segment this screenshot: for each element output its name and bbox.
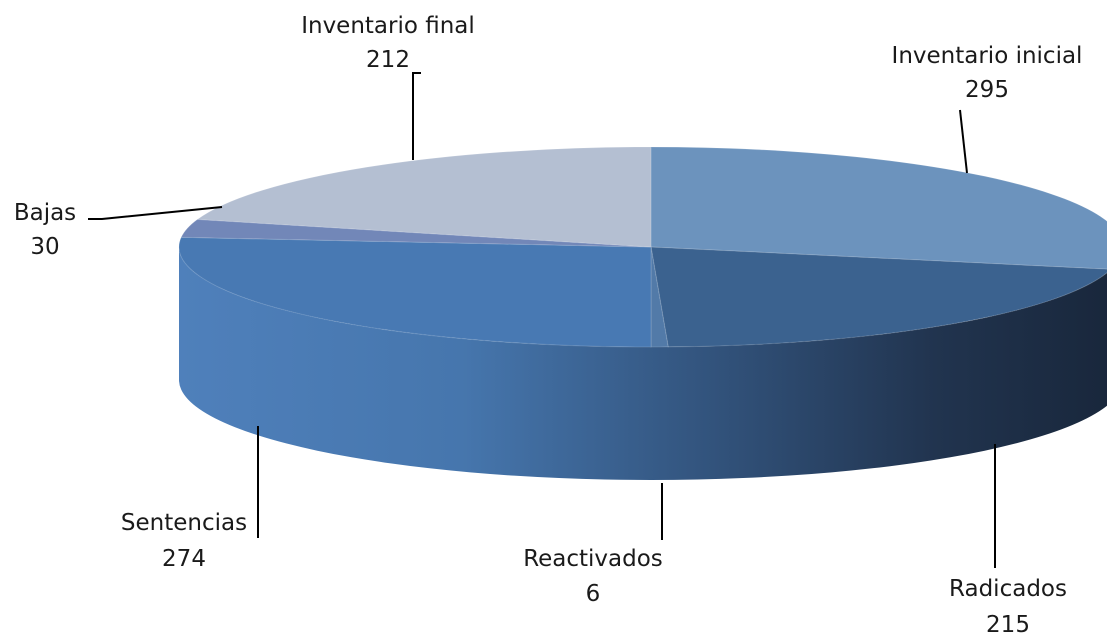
leader-line-inventario-final bbox=[412, 72, 421, 160]
pie-slices bbox=[178, 146, 1107, 348]
data-label-radicados-value: 215 bbox=[986, 612, 1030, 638]
data-label-sentencias-name: Sentencias bbox=[121, 510, 247, 536]
pie-slice-inventario-final bbox=[195, 146, 652, 248]
data-label-sentencias-value: 274 bbox=[162, 546, 206, 572]
data-label-reactivados-value: 6 bbox=[586, 581, 601, 607]
pie-slice-sentencias bbox=[178, 236, 652, 348]
pie-slice-radicados bbox=[650, 246, 1107, 348]
data-label-reactivados-name: Reactivados bbox=[523, 546, 663, 572]
pie-slice-bajas bbox=[180, 218, 652, 248]
pie-slice-reactivados bbox=[650, 246, 669, 348]
data-label-inventario-final-value: 212 bbox=[366, 47, 410, 73]
data-label-inventario-inicial-value: 295 bbox=[965, 77, 1009, 103]
pie-slice-inventario-inicial bbox=[650, 146, 1107, 270]
leader-line-inventario-inicial bbox=[959, 109, 968, 174]
leader-line-bajas bbox=[88, 206, 223, 220]
pie-side-wall bbox=[179, 247, 1107, 480]
data-label-radicados-name: Radicados bbox=[949, 576, 1067, 602]
data-label-bajas-value: 30 bbox=[30, 234, 59, 260]
data-label-inventario-inicial-name: Inventario inicial bbox=[892, 43, 1083, 69]
data-label-inventario-final-name: Inventario final bbox=[301, 13, 475, 39]
data-label-bajas-name: Bajas bbox=[14, 200, 76, 226]
